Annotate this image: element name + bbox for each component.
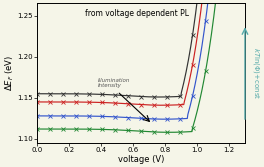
Y-axis label: $kT\ln(\Phi)$+const: $kT\ln(\Phi)$+const (251, 47, 261, 99)
Text: from voltage dependent PL: from voltage dependent PL (85, 9, 189, 18)
Y-axis label: $\Delta E_F$ (eV): $\Delta E_F$ (eV) (3, 55, 16, 91)
Text: Illumination
Intensity: Illumination Intensity (98, 78, 130, 89)
X-axis label: voltage (V): voltage (V) (118, 154, 164, 163)
